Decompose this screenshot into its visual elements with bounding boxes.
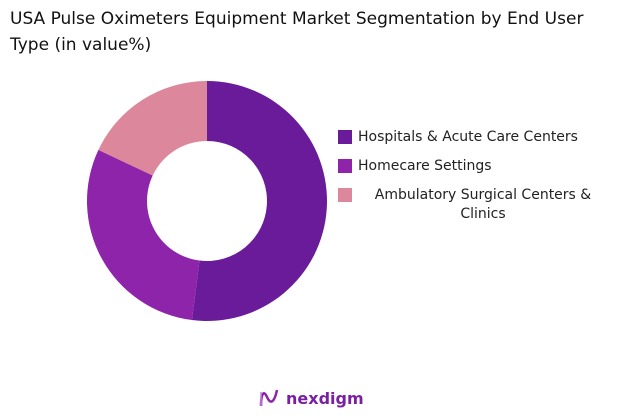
legend-swatch: [338, 188, 352, 202]
legend-item: Homecare Settings: [338, 157, 608, 176]
nexdigm-logo-icon: [259, 389, 279, 407]
brand-name: nexdigm: [286, 388, 364, 408]
legend: Hospitals & Acute Care Centers Homecare …: [338, 128, 608, 234]
nexdigm-logo: nexdigm: [258, 387, 364, 409]
legend-label: Ambulatory Surgical Centers & Clinics: [374, 187, 592, 222]
chart-title: USA Pulse Oximeters Equipment Market Seg…: [10, 9, 584, 55]
donut-slice-2: [87, 149, 200, 321]
donut-slice-3: [98, 81, 207, 176]
legend-swatch: [338, 130, 352, 144]
legend-label: Hospitals & Acute Care Centers: [358, 129, 578, 145]
donut-slice-1: [191, 81, 327, 321]
legend-item: Ambulatory Surgical Centers & Clinics: [338, 186, 608, 224]
legend-item: Hospitals & Acute Care Centers: [338, 128, 608, 147]
legend-label: Homecare Settings: [358, 158, 492, 174]
legend-swatch: [338, 159, 352, 173]
